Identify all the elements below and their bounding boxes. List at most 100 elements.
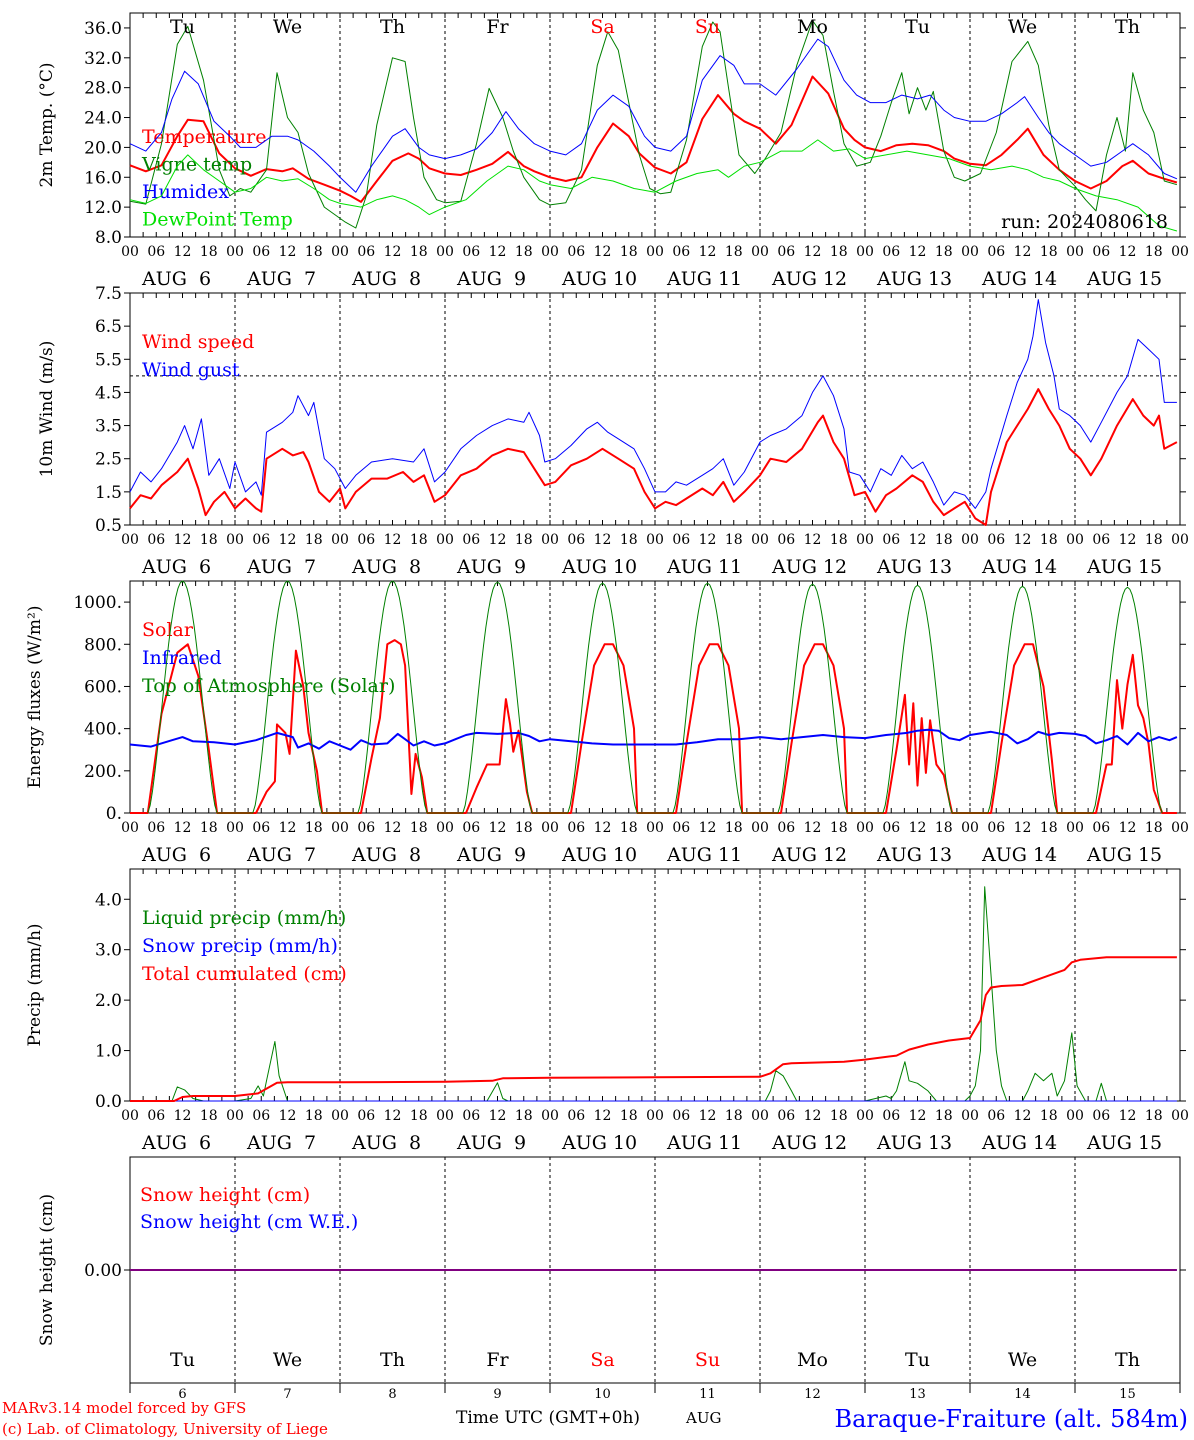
y-tick-label: 1000. [73, 593, 122, 613]
date-label: AUG 12 [771, 1132, 847, 1154]
y-tick-label: 8.0 [95, 228, 122, 248]
panel-snow: 0.00 Snow height (cm) Snow height (cm) Snow… [37, 1156, 1186, 1402]
legend-entry: Liquid precip (mm/h) [142, 907, 346, 929]
date-label: AUG 15 [1086, 1132, 1162, 1154]
day-abbr: Mo [797, 16, 828, 38]
day-abbr: Tu [905, 1349, 930, 1371]
y-axis-label: Snow height (cm) [37, 1194, 57, 1346]
legend-entry: Infrared [142, 647, 222, 669]
y-tick-label: 6.5 [95, 317, 122, 337]
date-label: AUG 10 [561, 844, 637, 866]
hour-tick-label: 06 [462, 532, 480, 548]
hour-tick-label: 12 [384, 820, 402, 836]
hour-tick-label: 12 [1014, 820, 1032, 836]
hour-tick-label: 06 [252, 1108, 270, 1124]
y-tick-label: 0.0 [95, 1092, 122, 1112]
date-label: AUG 7 [246, 1132, 316, 1154]
date-label: AUG 10 [561, 556, 637, 578]
hour-tick-label: 18 [935, 244, 953, 260]
y-tick-label: 0.00 [84, 1261, 122, 1281]
hour-tick-label: 00 [331, 244, 349, 260]
legend-entry: Wind speed [142, 331, 254, 353]
day-number: 9 [493, 1387, 501, 1402]
date-label: AUG 12 [771, 844, 847, 866]
hour-tick-label: 18 [725, 1108, 743, 1124]
day-abbr: Th [1115, 16, 1140, 38]
hour-tick-label: 06 [147, 532, 165, 548]
day-number: 11 [699, 1387, 716, 1402]
series-line-wind-1 [129, 299, 1177, 509]
series-line-wind-0 [129, 388, 1178, 526]
hour-tick-label: 18 [830, 1108, 848, 1124]
hour-tick-label: 00 [541, 820, 559, 836]
hour-tick-label: 18 [515, 244, 533, 260]
hour-tick-label: 12 [174, 244, 192, 260]
hour-tick-label: 12 [1119, 532, 1137, 548]
hour-tick-label: 12 [909, 820, 927, 836]
series-line-energy-0 [130, 639, 1177, 814]
date-label: AUG 11 [666, 556, 742, 578]
hour-tick-label: 00 [121, 820, 139, 836]
hour-tick-label: 00 [331, 532, 349, 548]
hour-tick-label: 00 [646, 1108, 664, 1124]
hour-tick-label: 12 [699, 532, 717, 548]
hour-tick-label: 18 [725, 820, 743, 836]
hour-tick-label: 00 [226, 1108, 244, 1124]
day-abbr: Th [380, 16, 405, 38]
hour-tick-label: 00 [1066, 820, 1084, 836]
hour-tick-label: 18 [725, 244, 743, 260]
hour-tick-label: 00 [751, 244, 769, 260]
hour-tick-label: 18 [1145, 1108, 1163, 1124]
hour-tick-label: 06 [882, 1108, 900, 1124]
series-line-energy-2 [147, 580, 1163, 814]
date-label: AUG 14 [981, 268, 1057, 290]
hour-tick-label: 00 [436, 532, 454, 548]
day-number: 7 [283, 1387, 291, 1402]
hour-tick-label: 18 [620, 1108, 638, 1124]
hour-tick-label: 12 [1119, 1108, 1137, 1124]
hour-tick-label: 00 [1171, 1108, 1189, 1124]
hour-tick-label: 12 [489, 820, 507, 836]
legend-entry: Humidex [142, 181, 229, 203]
hour-tick-label: 00 [856, 244, 874, 260]
date-label: AUG 6 [141, 1132, 211, 1154]
hour-tick-label: 18 [410, 532, 428, 548]
hour-tick-label: 06 [462, 244, 480, 260]
hour-tick-label: 06 [882, 820, 900, 836]
y-axis-label: Precip (mm/h) [25, 923, 45, 1046]
hour-tick-label: 12 [384, 1108, 402, 1124]
date-label: AUG 8 [351, 844, 421, 866]
date-label: AUG 15 [1086, 556, 1162, 578]
hour-tick-label: 06 [147, 1108, 165, 1124]
legend-entry: DewPoint Temp [142, 209, 293, 231]
hour-tick-label: 06 [1092, 1108, 1110, 1124]
hour-tick-label: 12 [909, 1108, 927, 1124]
legend-entry: Top of Atmosphere (Solar) [142, 675, 395, 697]
hour-tick-label: 12 [1014, 244, 1032, 260]
legend-entry: Snow height (cm) [140, 1184, 310, 1206]
legend-entry: Total cumulated (cm) [142, 963, 347, 985]
hour-tick-label: 12 [804, 820, 822, 836]
hour-tick-label: 00 [121, 532, 139, 548]
hour-tick-label: 12 [1014, 532, 1032, 548]
hour-tick-label: 12 [909, 244, 927, 260]
date-label: AUG 8 [351, 556, 421, 578]
hour-tick-label: 18 [200, 532, 218, 548]
hour-tick-label: 06 [987, 244, 1005, 260]
hour-tick-label: 12 [384, 244, 402, 260]
hour-tick-label: 18 [410, 244, 428, 260]
hour-tick-label: 18 [725, 532, 743, 548]
hour-tick-label: 12 [279, 244, 297, 260]
hour-tick-label: 06 [147, 244, 165, 260]
y-axis-label: 10m Wind (m/s) [37, 341, 57, 478]
day-abbr: We [1008, 16, 1037, 38]
hour-tick-label: 00 [856, 1108, 874, 1124]
date-label: AUG 14 [981, 844, 1057, 866]
y-tick-label: 3.5 [95, 417, 122, 437]
hour-tick-label: 06 [147, 820, 165, 836]
y-tick-label: 20.0 [84, 138, 122, 158]
y-tick-label: 0.5 [95, 516, 122, 536]
date-label: AUG 13 [876, 556, 952, 578]
hour-tick-label: 06 [672, 1108, 690, 1124]
date-label: AUG 11 [666, 1132, 742, 1154]
